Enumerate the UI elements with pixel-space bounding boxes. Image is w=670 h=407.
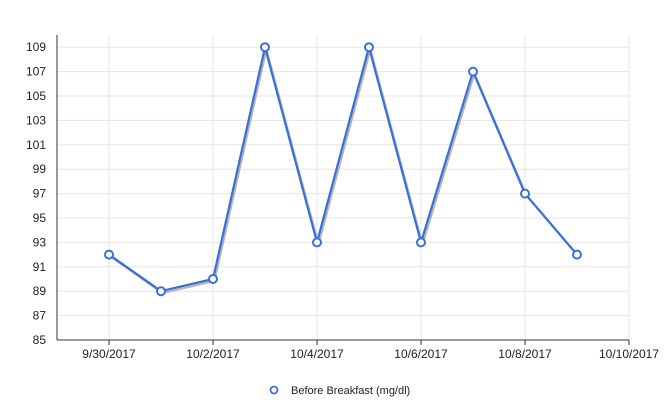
x-tick-label: 10/2/2017 <box>186 347 240 361</box>
x-tick-label: 10/6/2017 <box>394 347 448 361</box>
data-point[interactable] <box>104 249 114 260</box>
data-point[interactable] <box>468 66 478 77</box>
y-tick-label: 109 <box>26 40 46 54</box>
series-layer <box>104 42 582 297</box>
legend-marker-icon <box>269 385 279 395</box>
y-tick-label: 91 <box>33 260 47 274</box>
y-tick-label: 105 <box>26 89 46 103</box>
series-line <box>108 46 578 293</box>
y-tick-label: 103 <box>26 113 46 127</box>
y-tick-label: 99 <box>33 162 47 176</box>
x-tick-label: 10/4/2017 <box>290 347 344 361</box>
y-tick-label: 93 <box>33 235 47 249</box>
y-tick-label: 89 <box>33 284 47 298</box>
data-point[interactable] <box>156 286 166 297</box>
y-tick-label: 107 <box>26 65 46 79</box>
y-tick-label: 95 <box>33 211 47 225</box>
data-point[interactable] <box>520 188 530 199</box>
y-tick-label: 85 <box>33 333 47 347</box>
grid-layer <box>57 35 630 340</box>
y-tick-label: 97 <box>33 187 47 201</box>
x-tick-label: 10/10/2017 <box>599 347 659 361</box>
data-point[interactable] <box>572 249 582 260</box>
x-tick-label: 10/8/2017 <box>498 347 552 361</box>
data-point[interactable] <box>416 237 426 248</box>
y-tick-label: 87 <box>33 309 47 323</box>
data-point[interactable] <box>208 274 218 284</box>
y-tick-label: 101 <box>26 138 46 152</box>
data-point[interactable] <box>364 42 374 53</box>
data-point[interactable] <box>312 237 322 248</box>
data-point[interactable] <box>260 42 270 53</box>
legend[interactable]: Before Breakfast (mg/dl) <box>269 385 411 397</box>
axis-layer: 85 87 89 91 93 95 97 99 101 103 105 107 109 9/30/2017… <box>26 35 659 361</box>
legend-label: Before Breakfast (mg/dl) <box>291 385 410 397</box>
x-tick-label: 9/30/2017 <box>82 347 136 361</box>
series-line-shadow <box>109 48 580 295</box>
